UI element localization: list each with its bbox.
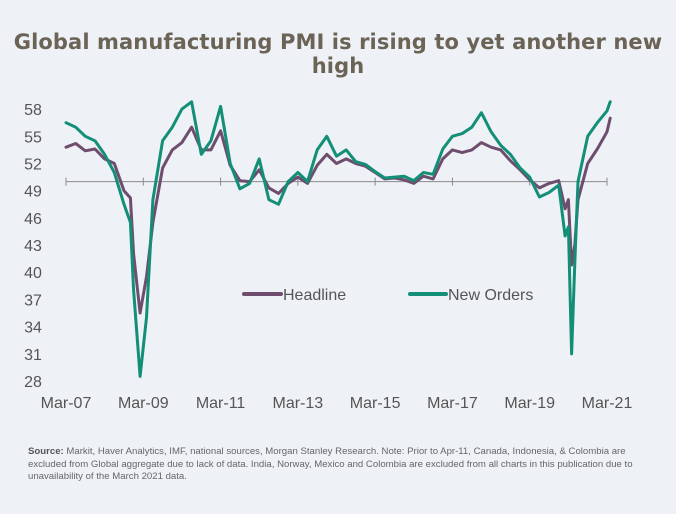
legend-label-headline: Headline	[283, 287, 346, 304]
y-tick-label: 49	[24, 184, 42, 201]
pmi-line-chart: 28 31 34 37 40 43 46 49 52 55 58 Mar-07 Mar-09 Mar-11…	[24, 100, 632, 412]
y-tick-label: 52	[24, 156, 42, 173]
legend: Headline New Orders	[242, 287, 533, 304]
axes: 28 31 34 37 40 43 46 49 52 55 58 Mar-07 Mar-09 Mar-11…	[24, 102, 632, 412]
x-tick-label: Mar-07	[41, 395, 92, 412]
y-tick-label: 43	[24, 238, 42, 255]
x-tick-label: Mar-13	[273, 395, 324, 412]
series-line-new-orders	[64, 100, 612, 378]
y-tick-label: 28	[24, 374, 42, 391]
y-tick-label: 55	[24, 129, 42, 146]
x-tick-label: Mar-11	[196, 395, 246, 412]
y-tick-label: 46	[24, 211, 42, 228]
source-note: Source: Markit, Haver Analytics, IMF, na…	[28, 446, 658, 484]
x-tick-label: Mar-17	[427, 395, 478, 412]
x-tick-label: Mar-15	[350, 395, 401, 412]
y-tick-label: 40	[24, 265, 42, 282]
y-tick-label: 31	[24, 347, 42, 364]
source-text: Markit, Haver Analytics, IMF, national s…	[28, 446, 633, 482]
y-tick-label: 58	[24, 102, 42, 119]
y-tick-label: 37	[24, 292, 42, 309]
x-tick-label: Mar-19	[504, 395, 555, 412]
x-tick-label: Mar-09	[118, 395, 169, 412]
series-lines	[64, 100, 612, 378]
chart-title: Global manufacturing PMI is rising to ye…	[13, 30, 663, 78]
legend-label-new-orders: New Orders	[448, 287, 533, 304]
y-tick-label: 34	[24, 320, 42, 337]
x-tick-label: Mar-21	[582, 395, 633, 412]
source-label: Source:	[28, 446, 64, 457]
